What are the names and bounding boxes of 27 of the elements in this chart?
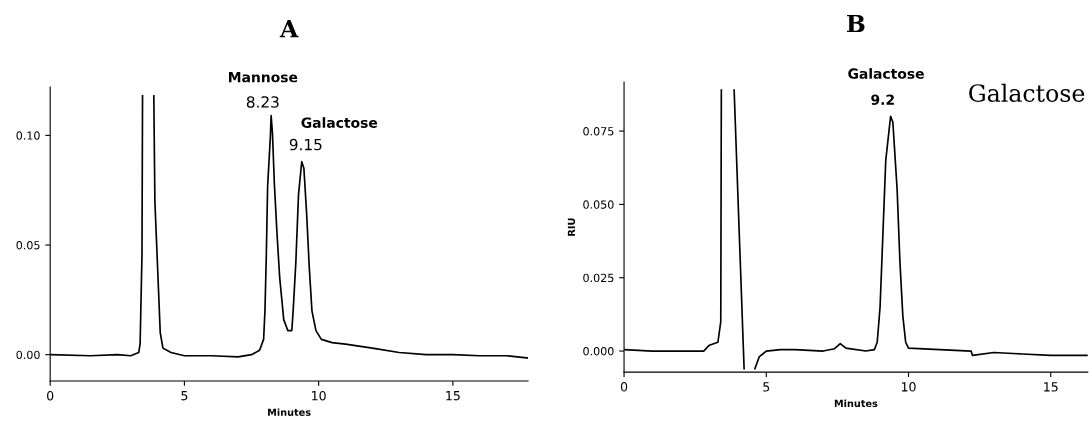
x-tick-label: 0 [47, 390, 54, 401]
x-tick-label: 10 [901, 382, 916, 392]
text: Mannose [229, 72, 298, 83]
annotation: 9.15 [289, 138, 322, 151]
chart-title: A [279, 19, 299, 38]
annotation: 8.23 [246, 96, 279, 108]
y-tick-label: 0.075 [583, 127, 614, 136]
x-tick-label: 5 [763, 382, 770, 392]
y-tick-label: 0.025 [583, 273, 614, 283]
x-tick-label: 0 [620, 382, 628, 392]
x-tick-label: 5 [181, 391, 188, 401]
annotation: Galactose [969, 83, 1085, 102]
y-tick-label: 0.00 [16, 350, 40, 360]
y-axis-title: RIU [567, 218, 576, 236]
x-tick-label: 10 [312, 390, 326, 401]
y-tick-label: 0.10 [16, 131, 40, 140]
chart-title: B [847, 14, 865, 33]
y-tick-label: 0.000 [583, 347, 614, 356]
annotation: 9.2 [871, 94, 894, 105]
text: Galactose [848, 68, 924, 79]
x-tick-label: 15 [1044, 382, 1058, 392]
x-axis-title: Minutes [268, 408, 311, 416]
x-tick-label: 15 [446, 391, 460, 401]
y-tick-label: 0.050 [583, 200, 614, 209]
x-axis-title: Minutes [834, 399, 878, 408]
y-tick-label: 0.05 [16, 241, 40, 250]
annotation: Galactose [301, 117, 378, 128]
